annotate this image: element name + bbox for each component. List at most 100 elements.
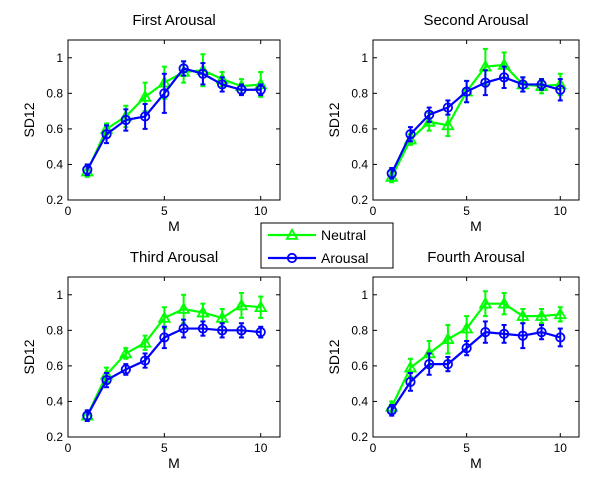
data-point bbox=[442, 359, 454, 370]
data-point bbox=[196, 305, 210, 318]
y-tick-label: 0.8 bbox=[351, 323, 368, 337]
subplot-1: First Arousal M SD12 0 5 10 0.2 0.4 0.6 0.8 1 bbox=[21, 12, 281, 234]
data-point bbox=[424, 359, 435, 370]
series-arousal bbox=[386, 65, 566, 180]
data-point bbox=[101, 375, 112, 386]
data-point bbox=[119, 346, 133, 359]
x-tick-label: 5 bbox=[161, 204, 168, 218]
data-point bbox=[534, 309, 549, 321]
series-line bbox=[86, 69, 261, 173]
data-point bbox=[555, 84, 566, 95]
legend-box bbox=[260, 222, 394, 269]
y-tick-label: 1 bbox=[56, 288, 63, 302]
data-point bbox=[405, 129, 416, 140]
data-point bbox=[555, 332, 566, 343]
data-point bbox=[139, 355, 151, 366]
data-point bbox=[217, 79, 228, 90]
series-line bbox=[86, 67, 261, 171]
y-tick-label: 0.2 bbox=[46, 193, 63, 207]
y-axis-label: SD12 bbox=[21, 102, 37, 137]
y-axis-label: SD12 bbox=[21, 339, 37, 374]
data-point bbox=[255, 327, 266, 338]
y-tick-label: 1 bbox=[56, 51, 63, 65]
axes-frame bbox=[372, 39, 580, 201]
data-point bbox=[255, 84, 266, 95]
subplot-4: Fourth Arousal M SD12 0 5 10 0.2 0.4 0.6 0.8 1 bbox=[326, 249, 580, 471]
data-point bbox=[497, 296, 511, 309]
series-line bbox=[86, 304, 261, 417]
x-tick-label: 0 bbox=[65, 441, 72, 455]
data-point bbox=[139, 111, 151, 122]
data-point bbox=[424, 109, 435, 120]
series-line bbox=[86, 327, 261, 417]
subplot-3: Third Arousal M SD12 0 5 10 0.2 0.4 0.6 0.8 1 bbox=[21, 249, 281, 471]
y-tick-label: 0.4 bbox=[351, 157, 368, 171]
data-point bbox=[536, 79, 547, 90]
data-point bbox=[101, 129, 112, 140]
subplot-title: First Arousal bbox=[132, 12, 215, 29]
axes-frame bbox=[67, 39, 281, 201]
data-point bbox=[82, 410, 93, 421]
subplot-2: Second Arousal M SD12 0 5 10 0.2 0.4 0.6 0.8 1 bbox=[326, 12, 580, 234]
x-tick-label: 0 bbox=[370, 441, 377, 455]
axes-frame bbox=[372, 276, 580, 438]
y-tick-label: 0.8 bbox=[46, 323, 63, 337]
data-point bbox=[536, 327, 547, 338]
legend-entry-neutral: Neutral bbox=[268, 227, 366, 243]
data-point bbox=[461, 343, 472, 354]
x-axis-label: M bbox=[470, 218, 482, 234]
x-tick-label: 10 bbox=[554, 441, 568, 455]
data-point bbox=[176, 301, 191, 314]
y-tick-label: 0.8 bbox=[351, 86, 368, 100]
data-point bbox=[253, 300, 268, 313]
data-point bbox=[138, 335, 152, 348]
y-tick-label: 1 bbox=[361, 51, 368, 65]
x-tick-label: 10 bbox=[554, 204, 568, 218]
x-tick-label: 10 bbox=[254, 441, 268, 455]
data-point bbox=[441, 118, 455, 131]
data-point bbox=[498, 328, 510, 339]
data-point bbox=[236, 84, 247, 95]
subplot-title: Fourth Arousal bbox=[427, 249, 525, 266]
data-point bbox=[498, 72, 510, 83]
x-tick-label: 0 bbox=[65, 204, 72, 218]
legend-label: Neutral bbox=[321, 227, 366, 243]
legend-entry-arousal: Arousal bbox=[268, 250, 368, 266]
y-tick-label: 0.4 bbox=[46, 157, 63, 171]
data-point bbox=[480, 77, 491, 88]
legend: Neutral Arousal bbox=[260, 222, 394, 269]
data-point bbox=[120, 364, 131, 375]
series-arousal bbox=[82, 318, 266, 422]
data-point bbox=[517, 79, 528, 90]
data-point bbox=[178, 323, 189, 334]
data-point bbox=[516, 309, 530, 321]
x-tick-label: 0 bbox=[370, 204, 377, 218]
legend-label: Arousal bbox=[321, 250, 368, 266]
y-tick-label: 0.2 bbox=[351, 430, 368, 444]
series-line bbox=[390, 330, 561, 411]
y-tick-label: 0.8 bbox=[46, 86, 63, 100]
data-point bbox=[405, 376, 416, 387]
data-point bbox=[480, 327, 491, 338]
y-axis-label: SD12 bbox=[326, 102, 342, 137]
x-tick-label: 10 bbox=[254, 204, 268, 218]
x-tick-label: 5 bbox=[463, 441, 470, 455]
data-point bbox=[461, 86, 472, 97]
data-point bbox=[403, 360, 418, 373]
series-line bbox=[390, 302, 561, 408]
data-point bbox=[120, 114, 131, 126]
y-tick-label: 0.6 bbox=[351, 359, 368, 373]
data-point bbox=[217, 325, 228, 336]
data-point bbox=[159, 88, 170, 99]
data-point bbox=[159, 332, 170, 343]
data-point bbox=[478, 296, 493, 309]
series-line bbox=[390, 76, 561, 174]
data-point bbox=[441, 332, 455, 345]
data-point bbox=[157, 310, 172, 323]
data-point bbox=[553, 307, 568, 320]
data-point bbox=[197, 68, 209, 79]
subplot-title: Third Arousal bbox=[130, 249, 218, 266]
data-point bbox=[138, 89, 152, 102]
data-point bbox=[234, 298, 249, 311]
